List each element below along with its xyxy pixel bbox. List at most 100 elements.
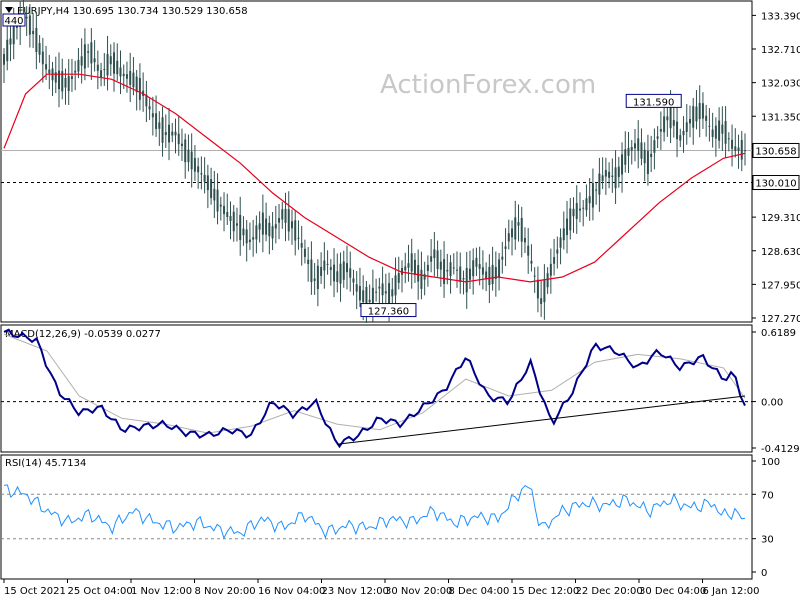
candle-body [316, 265, 319, 290]
candle-body [666, 116, 669, 121]
candle-body [203, 174, 206, 182]
rsi-panel [0, 454, 753, 580]
candle-body [180, 143, 183, 147]
candle-body [129, 70, 132, 85]
candle-body [608, 171, 611, 178]
candle-body [507, 233, 510, 242]
price-tick-label: 128.630 [761, 247, 800, 258]
candle-body [326, 263, 329, 265]
candle-body [621, 154, 624, 175]
candle-body [216, 189, 219, 212]
prev-annotation-box [2, 13, 26, 27]
candle-body [511, 228, 514, 238]
candle-body [232, 211, 235, 232]
candle-body [365, 287, 368, 312]
high-annotation: 131.590 [633, 97, 674, 108]
candle-body [527, 245, 530, 256]
macd-tick-label: -0.4129 [761, 444, 800, 455]
candle-body [633, 143, 636, 149]
candle-body [103, 69, 106, 71]
candle-body [320, 266, 323, 276]
rsi-tick-label: 100 [761, 457, 780, 468]
candle-body [242, 228, 245, 236]
candle-body [582, 207, 585, 209]
candle-body [426, 264, 429, 271]
candle-body [734, 146, 737, 151]
candle-body [87, 51, 90, 53]
candle-body [556, 249, 559, 254]
candle-body [12, 20, 15, 45]
candle-body [342, 261, 345, 280]
candle-body [423, 274, 426, 280]
candle-body [258, 223, 261, 230]
candle-body [375, 291, 378, 293]
candle-body [478, 264, 481, 269]
candle-body [598, 173, 601, 195]
rsi-title: RSI(14) 45.7134 [5, 458, 86, 469]
candle-body [329, 267, 332, 270]
candle-body [158, 122, 161, 129]
price-tag-label: 130.010 [755, 179, 796, 190]
candle-body [83, 44, 86, 69]
candle-body [394, 275, 397, 296]
price-tag-box [752, 175, 800, 191]
candle-body [452, 267, 455, 269]
candle-body [358, 286, 361, 301]
candle-body [35, 28, 38, 52]
candle-body [575, 203, 578, 220]
candle-body [90, 42, 93, 64]
candle-body [488, 266, 491, 286]
candle-body [672, 120, 675, 126]
low-annotation-box [360, 303, 417, 318]
candle-body [294, 220, 297, 241]
candle-body [245, 229, 248, 244]
candle-body [543, 279, 546, 303]
candle-body [229, 216, 232, 222]
candle-body [456, 269, 459, 271]
macd-tick-label: 0.6189 [761, 328, 796, 339]
candle-body [604, 170, 607, 177]
candle-body [407, 263, 410, 268]
candle-body [77, 59, 80, 72]
price-header: EURJPY,H4 130.695 130.734 130.529 130.65… [5, 6, 248, 17]
candle-body [109, 56, 112, 65]
price-tick-label: 133.390 [761, 11, 800, 22]
candle-body [617, 166, 620, 178]
candle-body [553, 257, 556, 264]
candle-body [177, 133, 180, 145]
candle-body [517, 222, 520, 226]
candle-body [190, 151, 193, 170]
candle-body [659, 128, 662, 132]
candle-body [685, 122, 688, 132]
candle-body [688, 118, 691, 124]
candle-body [80, 56, 83, 66]
candle-body [368, 299, 371, 303]
candle-body [125, 74, 128, 79]
candle-body [171, 131, 174, 136]
candle-body [6, 39, 9, 62]
candle-body [481, 267, 484, 275]
candle-body [436, 250, 439, 269]
candle-body [278, 218, 281, 223]
candle-body [430, 256, 433, 262]
candle-body [64, 77, 67, 88]
candle-body [74, 70, 77, 73]
candle-body [698, 102, 701, 120]
candle-body [504, 246, 507, 249]
candle-body [132, 72, 135, 88]
price-panel [0, 0, 753, 323]
macd-tick-label: 0.00 [761, 398, 783, 409]
candle-body [313, 278, 316, 281]
candle-body [388, 283, 391, 308]
macd-panel [0, 324, 753, 453]
candle-body [239, 214, 242, 241]
price-tick-label: 129.310 [761, 213, 800, 224]
candle-body [459, 266, 462, 282]
candle-body [323, 260, 326, 271]
candle-body [307, 259, 310, 264]
candle-body [588, 196, 591, 204]
high-annotation-box [625, 93, 682, 108]
candle-body [61, 71, 64, 92]
candle-body [643, 149, 646, 164]
candle-body [653, 140, 656, 153]
